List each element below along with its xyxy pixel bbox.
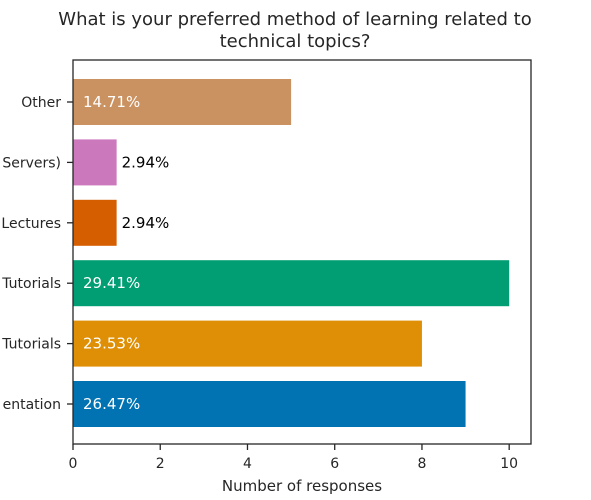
x-tick-label: 0: [69, 456, 78, 472]
bar: [73, 381, 466, 427]
y-tick-label: Lectures: [1, 216, 61, 232]
x-axis: 0 2 4 6 8 10: [69, 444, 518, 472]
y-tick-label: Tutorials: [1, 337, 61, 353]
bar-value-label: 14.71%: [83, 93, 140, 111]
x-tick-label: 4: [243, 456, 252, 472]
x-tick-label: 8: [417, 456, 426, 472]
plot-frame: [72, 59, 532, 445]
chart-title-line-2: technical topics?: [220, 31, 371, 52]
y-tick-label: Tutorials: [1, 276, 61, 292]
bar: [73, 260, 510, 307]
x-tick-label: 6: [330, 456, 339, 472]
y-tick-label: Servers): [2, 155, 61, 171]
bar-value-label: 2.94%: [122, 214, 170, 232]
bar-value-label: 29.41%: [83, 274, 140, 292]
bar-value-label: 23.53%: [83, 335, 140, 353]
x-tick-label: 10: [500, 456, 518, 472]
x-axis-label: Number of responses: [222, 477, 382, 495]
bar: [73, 139, 117, 186]
y-tick-label: Other: [21, 95, 61, 111]
bar: [73, 79, 292, 125]
chart-title-line-1: What is your preferred method of learnin…: [58, 9, 531, 30]
bar: [73, 320, 422, 367]
y-axis: Other Servers) Lectures Tutorials Tutorials e…: [1, 95, 73, 413]
bar: [73, 199, 117, 246]
x-tick-label: 2: [156, 456, 165, 472]
bar-value-label: 2.94%: [122, 153, 170, 171]
bar-value-label: 26.47%: [83, 395, 140, 413]
y-tick-label: entation: [3, 397, 61, 413]
bars-group: 14.71% 2.94% 2.94% 29.41% 23.53% 26.47%: [73, 79, 510, 427]
